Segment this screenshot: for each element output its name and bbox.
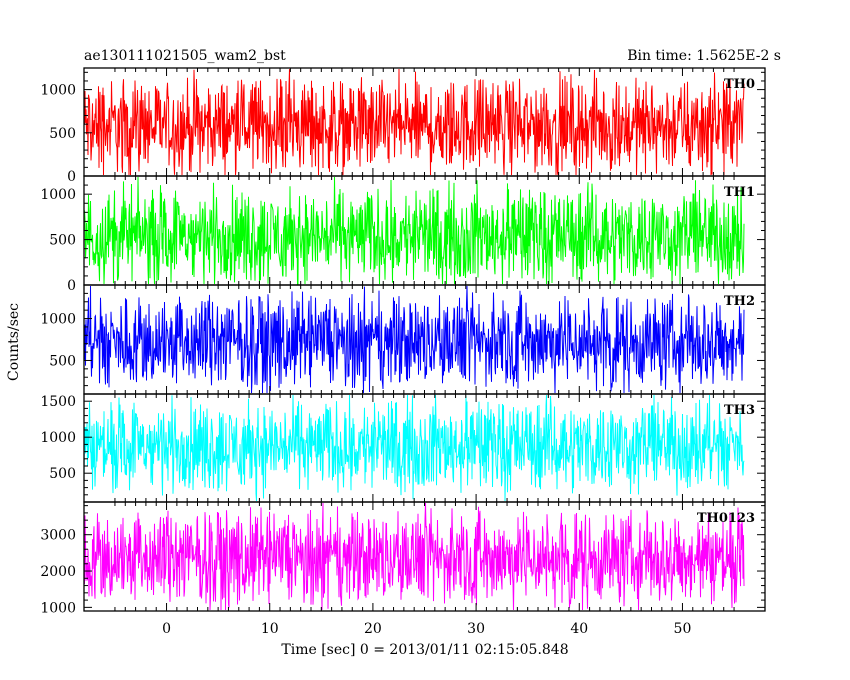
y-tick-label: 1500 xyxy=(40,394,76,410)
y-tick-label: 500 xyxy=(49,126,76,142)
panel-label-th1: TH1 xyxy=(724,185,755,200)
y-tick-label: 1000 xyxy=(40,312,76,328)
x-tick-label: 30 xyxy=(467,621,485,637)
series-th1 xyxy=(83,176,745,285)
x-axis-label: Time [sec] 0 = 2013/01/11 02:15:05.848 xyxy=(281,642,568,658)
series-th3 xyxy=(83,394,745,502)
panel-label-th0123: TH0123 xyxy=(697,511,755,526)
y-tick-label: 1000 xyxy=(40,430,76,446)
x-tick-labels: 0 10 20 30 40 50 xyxy=(162,621,691,637)
x-tick-label: 10 xyxy=(261,621,279,637)
y-axis-label: Counts/sec xyxy=(6,303,22,381)
chart-title-left: ae130111021505_wam2_bst xyxy=(84,48,286,64)
panel-th0: 0 500 1000 TH0 xyxy=(40,67,766,185)
y-tick-label: 3000 xyxy=(40,528,76,544)
series-th0123 xyxy=(83,502,745,611)
x-tick-label: 0 xyxy=(162,621,171,637)
chart-title-right: Bin time: 1.5625E-2 s xyxy=(627,48,781,64)
y-tick-label: 500 xyxy=(49,466,76,482)
y-tick-label: 1000 xyxy=(40,187,76,203)
x-tick-label: 40 xyxy=(570,621,588,637)
x-tick-label: 50 xyxy=(674,621,692,637)
y-tick-label: 1000 xyxy=(40,600,76,616)
x-tick-label: 20 xyxy=(364,621,382,637)
y-tick-label: 0 xyxy=(67,169,76,185)
panel-label-th0: TH0 xyxy=(724,77,755,92)
y-tick-label: 1000 xyxy=(40,83,76,99)
y-tick-label: 0 xyxy=(67,278,76,294)
series-th2 xyxy=(83,285,745,394)
panel-th3: 500 1000 1500 TH3 xyxy=(40,393,766,503)
y-tick-label: 500 xyxy=(49,233,76,249)
panel-th1: 0 500 1000 TH1 xyxy=(40,175,766,294)
panel-label-th2: TH2 xyxy=(724,294,755,309)
panel-th2: 500 1000 TH2 xyxy=(40,284,766,395)
panel-label-th3: TH3 xyxy=(724,403,755,418)
y-tick-label: 2000 xyxy=(40,564,76,580)
panel-th0123: 1000 2000 3000 TH0123 xyxy=(40,501,766,616)
y-tick-label: 500 xyxy=(49,353,76,369)
series-th0 xyxy=(83,68,745,176)
